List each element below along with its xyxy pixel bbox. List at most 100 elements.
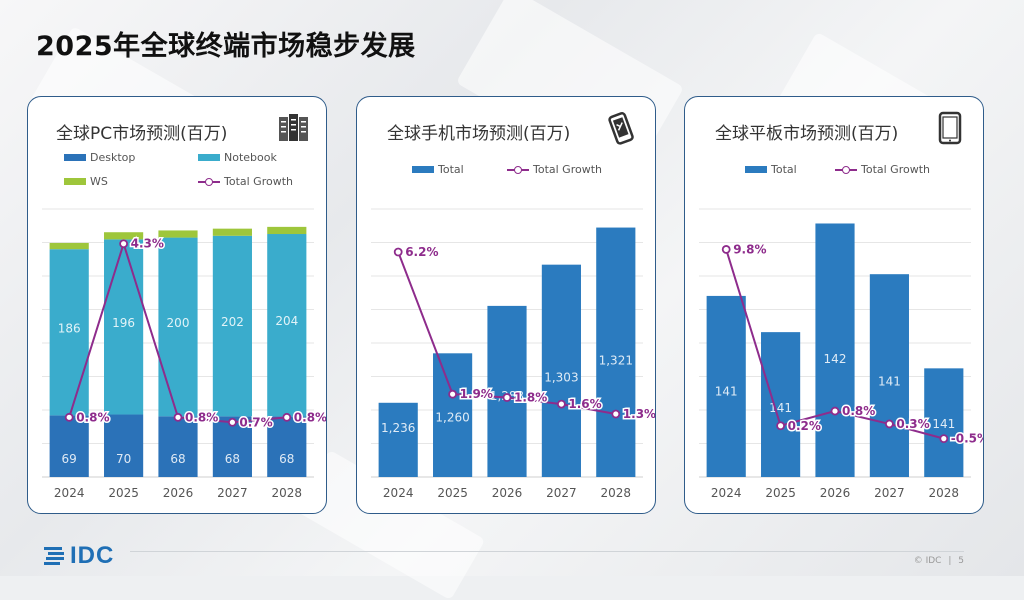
bar-total	[706, 295, 746, 477]
growth-point	[776, 421, 785, 431]
growth-point	[556, 399, 566, 409]
x-tick-label: 2028	[272, 486, 303, 500]
bar-notebook	[212, 235, 252, 417]
legend-total-growth: Total Growth	[507, 163, 602, 176]
growth-point	[830, 406, 840, 416]
growth-point	[721, 245, 731, 254]
phone-chart: 1,23620241,26020251,28320261,30320271,32…	[371, 208, 655, 500]
bar-value-label: 204	[275, 314, 298, 328]
bar-value-label: 68	[170, 452, 185, 466]
growth-point	[611, 409, 621, 419]
bar-value-label: 141	[715, 385, 738, 399]
growth-label: 0.3%	[896, 417, 929, 431]
legend-label: Total Growth	[533, 163, 603, 176]
bar-value-label: 1,303	[544, 370, 578, 384]
legend-swatch	[198, 154, 220, 161]
tablet-icon	[938, 111, 962, 145]
x-tick-label: 2028	[929, 486, 960, 500]
growth-point	[939, 434, 949, 444]
legend-label: Total	[438, 163, 464, 176]
logo-text: IDC	[70, 542, 115, 569]
legend-total-growth: Total Growth	[198, 175, 293, 188]
growth-point	[393, 247, 403, 257]
bar-value-label: 70	[116, 452, 131, 466]
growth-label: 0.8%	[76, 410, 109, 424]
bar-total	[433, 353, 473, 477]
growth-label: 1.9%	[460, 387, 493, 401]
x-tick-label: 2028	[601, 486, 632, 500]
pc-chart: 69 186 2024 70 196 2025 68 200 2026 68 202 2027 68 20…	[42, 208, 327, 500]
legend-total: Total	[412, 163, 464, 176]
bar-ws	[158, 230, 198, 238]
bar-notebook	[267, 234, 307, 417]
legend-label: WS	[90, 175, 108, 188]
x-tick-label: 2025	[437, 486, 468, 500]
legend-total-growth: Total Growth	[835, 163, 930, 176]
bar-ws	[212, 228, 252, 236]
bar-total	[378, 402, 418, 477]
growth-point	[119, 239, 128, 249]
bar-value-label: 200	[167, 316, 190, 330]
legend-swatch	[745, 166, 767, 173]
bar-notebook	[49, 249, 89, 416]
growth-label: 4.3%	[131, 237, 164, 251]
x-tick-label: 2027	[874, 486, 905, 500]
legend-ws: WS	[64, 175, 108, 188]
bar-value-label: 141	[878, 375, 901, 389]
bar-notebook	[158, 237, 198, 417]
bar-total	[761, 332, 801, 477]
page-title: 2025年全球终端市场稳步发展	[36, 31, 416, 62]
legend-line-marker	[507, 165, 529, 174]
bar-value-label: 1,236	[381, 421, 415, 435]
growth-label: 0.8%	[842, 404, 875, 418]
legend-label: Total Growth	[861, 163, 931, 176]
chart-title: 全球手机市场预测(百万)	[387, 124, 571, 144]
legend-line-marker	[835, 165, 857, 174]
bar-value-label: 1,260	[435, 410, 469, 424]
bar-ws	[267, 226, 307, 235]
bar-desktop	[104, 414, 144, 477]
legend-swatch	[64, 154, 86, 161]
x-tick-label: 2026	[163, 486, 194, 500]
bar-value-label: 202	[221, 315, 244, 329]
x-tick-label: 2024	[711, 486, 742, 500]
phone-icon	[608, 112, 634, 145]
idc-logo: IDC	[44, 542, 114, 570]
growth-label: 0.7%	[239, 415, 272, 429]
legend-swatch	[64, 178, 86, 185]
growth-label: 0.8%	[294, 410, 327, 424]
x-tick-label: 2026	[492, 486, 523, 500]
growth-label: 9.8%	[733, 242, 766, 256]
separator: |	[948, 556, 952, 566]
page-number: 5	[958, 556, 964, 566]
copyright: © IDC	[913, 556, 942, 566]
legend-notebook: Notebook	[198, 151, 277, 164]
bar-total	[487, 305, 527, 477]
footer-divider	[130, 551, 964, 552]
tablet-chart: 141202414120251422026141202714120289.8%0…	[699, 208, 984, 500]
tablet-forecast-card: 全球平板市场预测(百万) Total Total Growth 141 2024 1…	[684, 96, 984, 514]
legend-desktop: Desktop	[64, 151, 135, 164]
legend-label: Notebook	[224, 151, 277, 164]
growth-point	[448, 389, 457, 399]
growth-point	[282, 412, 292, 422]
bar-total	[596, 227, 636, 477]
chart-title: 全球平板市场预测(百万)	[715, 124, 899, 144]
bar-value-label: 142	[824, 352, 847, 366]
bar-total	[869, 274, 909, 477]
legend-label: Total Growth	[224, 175, 294, 188]
x-tick-label: 2027	[546, 486, 577, 500]
growth-point	[884, 419, 894, 429]
growth-point	[227, 417, 237, 427]
bar-desktop	[267, 416, 307, 477]
x-tick-label: 2024	[54, 486, 85, 500]
growth-label: -0.5%	[951, 432, 984, 446]
pc-forecast-card: 全球PC市场预测(百万) Desktop Notebook WS Total G…	[27, 96, 327, 514]
bar-value-label: 1,321	[599, 354, 633, 368]
bar-value-label: 68	[279, 452, 294, 466]
bar-ws	[49, 242, 89, 250]
bar-desktop	[49, 415, 89, 477]
bar-total	[541, 264, 581, 477]
growth-label: 1.8%	[514, 390, 547, 404]
server-icon	[279, 114, 308, 141]
